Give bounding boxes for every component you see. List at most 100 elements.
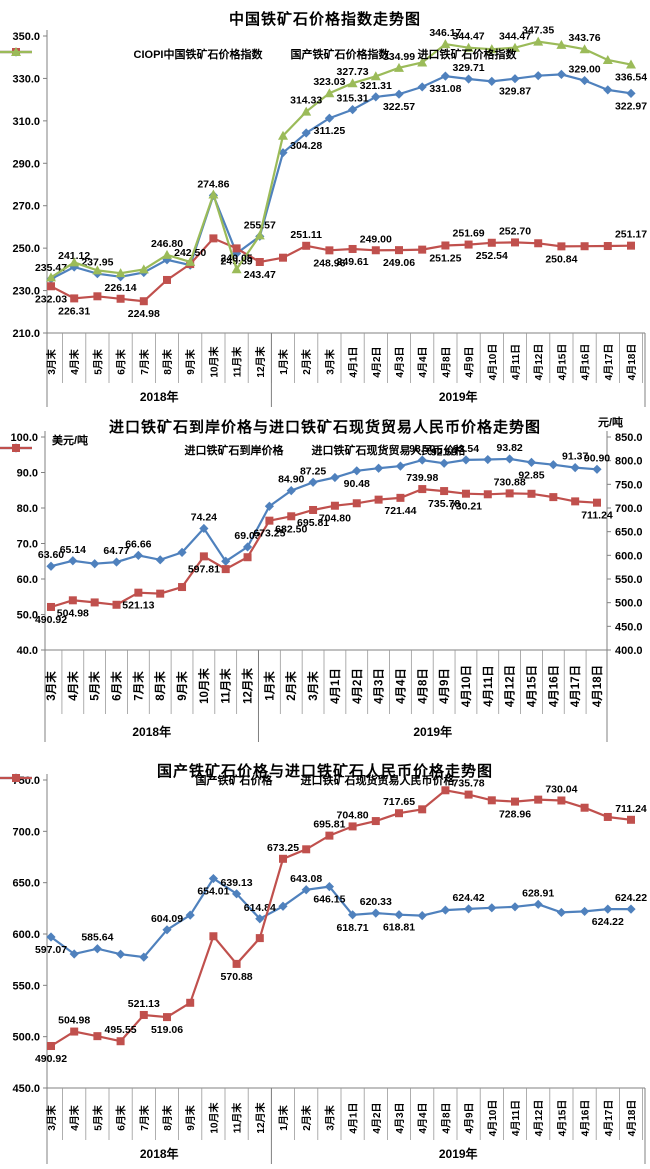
data-point-label: 721.44 xyxy=(384,505,416,517)
y-axis-tick-label: 210.0 xyxy=(12,328,40,340)
square-marker xyxy=(593,498,601,507)
diamond-marker xyxy=(90,559,100,569)
x-axis-tick-label: 4月3日 xyxy=(373,668,386,704)
diamond-marker xyxy=(133,550,143,560)
data-point-label: 521.13 xyxy=(128,998,160,1010)
square-marker xyxy=(464,240,473,249)
series-国产铁矿石价格指数: 232.03226.31226.14224.98242.50249.89243.… xyxy=(35,225,647,320)
diamond-marker xyxy=(371,908,381,918)
data-point-label: 249.61 xyxy=(337,256,369,268)
data-point-label: 618.81 xyxy=(383,922,415,934)
y-axis-right-tick-label: 400.0 xyxy=(615,645,643,657)
square-marker xyxy=(549,493,558,502)
data-point-label: 624.22 xyxy=(592,916,624,928)
square-marker xyxy=(93,1032,102,1041)
data-point-label: 235.47 xyxy=(35,262,67,274)
square-marker xyxy=(557,242,566,251)
year-group-label: 2019年 xyxy=(413,724,452,739)
square-marker xyxy=(627,241,635,250)
data-point-label: 304.28 xyxy=(290,140,322,152)
y-axis-right-tick-label: 550.0 xyxy=(615,574,643,586)
square-marker xyxy=(371,817,380,826)
square-marker xyxy=(302,241,311,250)
x-axis-labels: 3月末 4月末 5月末 6月末 7月末 8月末 9月末 10月末 11月末 12月末 1月末 2月末 3… xyxy=(45,1100,638,1137)
year-group-label: 2018年 xyxy=(132,724,171,739)
triangle-marker xyxy=(208,189,219,199)
x-axis-tick-label: 10月末 xyxy=(207,1101,220,1133)
square-marker xyxy=(156,589,165,598)
square-marker xyxy=(348,244,357,253)
square-marker xyxy=(139,1010,148,1019)
x-axis-tick-label: 4月18日 xyxy=(626,1100,638,1137)
diamond-marker xyxy=(580,75,590,86)
triangle-marker xyxy=(394,62,404,72)
data-point-label: 93.54 xyxy=(453,443,479,455)
line-chart-plot: 350.0 330.0 310.0 290.0 270.0 250.0 230.0 210.0… xyxy=(12,25,647,407)
data-point-label: 695.81 xyxy=(313,819,345,831)
diamond-marker xyxy=(371,92,381,102)
year-group-dividers xyxy=(46,333,646,407)
diamond-marker xyxy=(580,906,590,917)
axes xyxy=(41,431,611,651)
y-axis-right-tick-label: 750.0 xyxy=(615,479,643,491)
y-axis-tick-label: 350.0 xyxy=(12,31,40,43)
category-separators xyxy=(62,333,643,383)
diamond-marker xyxy=(308,477,318,487)
data-point-label: 695.81 xyxy=(297,517,329,529)
x-axis-tick-label: 5月末 xyxy=(88,671,102,701)
x-axis-tick-label: 4月1日 xyxy=(348,346,360,377)
x-axis-tick-label: 4月2日 xyxy=(371,346,383,377)
data-point-label: 65.14 xyxy=(60,544,86,556)
square-marker xyxy=(47,1041,55,1050)
diamond-marker xyxy=(487,76,497,86)
data-point-label: 704.80 xyxy=(319,513,351,525)
chart-title: 国产铁矿石价格与进口铁矿石人民币价格走势图 xyxy=(156,763,493,780)
square-marker xyxy=(461,489,470,498)
square-marker xyxy=(371,246,380,255)
data-point-label: 490.92 xyxy=(35,614,67,626)
x-axis-tick-label: 4月8日 xyxy=(416,668,429,704)
x-axis-tick-label: 10月末 xyxy=(207,345,220,377)
triangle-marker xyxy=(626,59,636,69)
data-point-label: 84.90 xyxy=(278,474,304,486)
square-marker xyxy=(534,795,543,804)
x-axis-tick-label: 4月17日 xyxy=(603,344,615,381)
diamond-marker xyxy=(330,472,340,483)
data-point-label: 69.03 xyxy=(234,530,260,542)
x-axis-tick-label: 4月10日 xyxy=(460,665,473,707)
diamond-marker xyxy=(440,905,450,915)
x-axis-tick-label: 4月17日 xyxy=(569,665,582,707)
data-point-label: 347.35 xyxy=(522,25,554,37)
data-point-label: 242.50 xyxy=(174,247,206,259)
data-point-label: 521.13 xyxy=(122,600,154,612)
x-axis-tick-label: 3月末 xyxy=(306,671,320,701)
triangle-marker xyxy=(440,39,451,49)
x-axis-tick-label: 11月末 xyxy=(231,346,244,378)
data-point-label: 252.54 xyxy=(476,250,508,262)
diamond-marker xyxy=(374,463,384,473)
diamond-marker xyxy=(221,556,231,566)
y-axis-tick-label: 80.0 xyxy=(17,503,38,515)
x-axis-tick-label: 2月末 xyxy=(284,671,298,701)
data-point-label: 255.57 xyxy=(244,219,276,231)
data-point-label: 618.71 xyxy=(337,922,369,934)
diamond-marker xyxy=(526,457,537,467)
right-axis-unit-label: 元/吨 xyxy=(598,417,624,429)
x-axis-tick-label: 4月18日 xyxy=(591,665,604,707)
square-marker xyxy=(255,934,264,943)
square-marker xyxy=(441,241,450,250)
square-marker xyxy=(511,797,519,806)
data-point-label: 495.55 xyxy=(105,1024,137,1036)
data-point-label: 87.25 xyxy=(300,465,326,477)
x-axis-tick-label: 8月末 xyxy=(161,348,174,375)
data-point-label: 711.24 xyxy=(581,510,613,522)
triangle-marker xyxy=(301,106,312,116)
diamond-marker xyxy=(570,463,580,473)
diamond-marker xyxy=(417,911,427,921)
square-marker xyxy=(287,512,296,521)
data-point-label: 329.71 xyxy=(453,62,485,74)
data-point-label: 251.25 xyxy=(429,252,461,264)
triangle-marker xyxy=(162,249,172,259)
data-point-label: 322.57 xyxy=(383,101,415,113)
